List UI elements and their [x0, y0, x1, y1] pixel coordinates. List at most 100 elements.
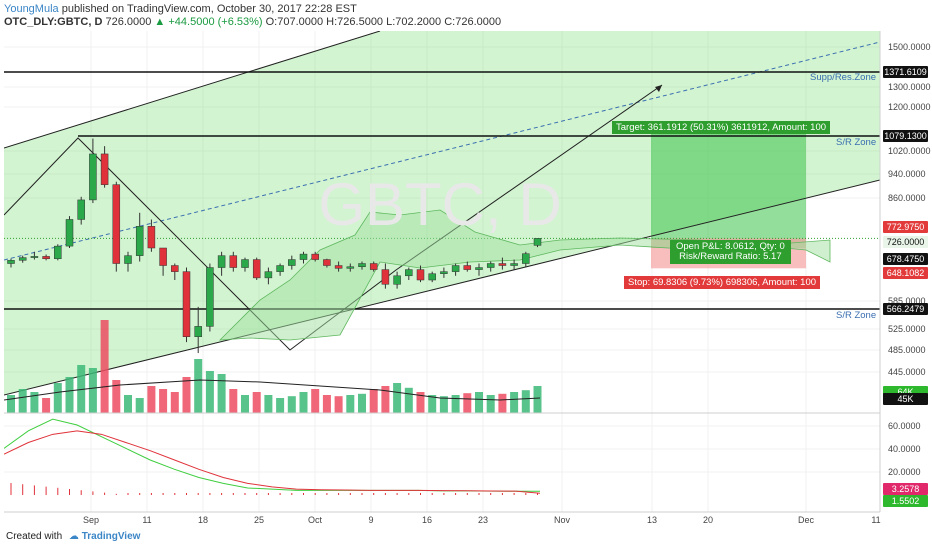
- volume-bar: [194, 359, 203, 413]
- zigzag-line: [4, 84, 663, 351]
- price-tick: 1300.0000: [888, 82, 931, 92]
- channel-bottom-line: [4, 179, 880, 396]
- target-label: Target: 361.1912 (50.31%) 3611912, Amoun…: [612, 121, 831, 134]
- candle-body: [30, 256, 39, 258]
- osc-tag-fast: 1.5502: [883, 495, 928, 507]
- candle-body: [217, 255, 226, 268]
- tradingview-logo[interactable]: ☁ TradingView: [68, 531, 141, 542]
- supp-res-zone-label: Supp/Res.Zone: [810, 72, 877, 83]
- footer: Created with ☁ TradingView: [6, 531, 140, 542]
- time-tick: 20: [702, 515, 714, 525]
- candle-body: [276, 265, 284, 272]
- sr-zone-label-bottom: S/R Zone: [836, 310, 877, 321]
- volume-bar: [428, 395, 437, 413]
- target-zone: [651, 133, 806, 248]
- price-tag-srzone: 1371.6109: [883, 66, 928, 78]
- pnl-text: Open P&L: 8.0612, Qty: 0: [676, 241, 785, 252]
- time-tick: 11: [871, 515, 881, 525]
- candle-body: [475, 267, 483, 270]
- volume-bar: [486, 395, 495, 413]
- volume-bar: [170, 392, 179, 413]
- candle-body: [323, 259, 331, 266]
- volume-bar: [112, 380, 121, 413]
- channel-top-line: [4, 31, 381, 149]
- volume-bars: [4, 320, 542, 413]
- time-tick: 11: [142, 515, 152, 525]
- volume-bar: [510, 392, 519, 413]
- volume-bar: [346, 395, 355, 413]
- price-tag-red: 772.9750: [883, 221, 928, 233]
- candle-body: [241, 259, 249, 268]
- price-tick: 445.0000: [888, 367, 926, 377]
- volume-bar: [147, 386, 156, 413]
- candle-body: [112, 184, 121, 264]
- candle-body: [89, 153, 97, 201]
- volume-bar: [381, 386, 390, 413]
- volume-bar: [334, 396, 343, 413]
- price-tag-last: 726.0000: [883, 236, 928, 248]
- candle-body: [346, 266, 355, 269]
- volume-bar: [229, 389, 238, 413]
- created-with-text: Created with: [6, 531, 63, 542]
- volume-bar: [533, 386, 542, 413]
- candle-body: [42, 256, 50, 260]
- price-tick: 1020.0000: [888, 146, 931, 156]
- price-tick: 940.0000: [888, 169, 926, 179]
- price-tick: 860.0000: [888, 193, 926, 203]
- osc-slow-line: [4, 430, 541, 494]
- candle-body: [381, 269, 390, 285]
- author-link[interactable]: YoungMula: [4, 3, 59, 15]
- price-tick: 1200.0000: [888, 102, 931, 112]
- time-tick: Oct: [307, 515, 323, 525]
- candle-body: [369, 263, 378, 270]
- volume-bar: [287, 396, 296, 413]
- volume-bar: [135, 398, 144, 413]
- time-tick: Nov: [553, 515, 571, 525]
- last-price: 726.0000: [105, 16, 152, 28]
- volume-bar: [416, 392, 425, 413]
- osc-tag-slow: 3.2578: [883, 483, 928, 495]
- volume-bar: [451, 395, 460, 413]
- time-tick: 16: [421, 515, 433, 525]
- candle-body: [522, 253, 530, 264]
- volume-bar: [100, 320, 109, 413]
- chart-header-line1: YoungMula published on TradingView.com, …: [4, 3, 357, 15]
- candle-body: [451, 265, 460, 272]
- candle-body: [18, 257, 27, 261]
- candle-body: [229, 255, 238, 268]
- volume-bar: [205, 371, 214, 413]
- volume-bar: [159, 389, 168, 413]
- volume-bar: [182, 377, 191, 413]
- osc-tick: 40.0000: [888, 444, 921, 454]
- candle-body: [358, 263, 366, 267]
- volume-bar: [252, 392, 261, 413]
- candle-body: [498, 263, 507, 266]
- open-pnl-label: Open P&L: 8.0612, Qty: 0 Risk/Reward Rat…: [670, 240, 791, 264]
- volume-bar: [463, 393, 472, 413]
- candle-body: [334, 265, 343, 269]
- osc-tick: 60.0000: [888, 421, 921, 431]
- candle-body: [182, 271, 191, 337]
- volume-bar: [498, 393, 507, 413]
- rr-text: Risk/Reward Ratio: 5.17: [679, 251, 782, 262]
- time-tick: 13: [646, 515, 658, 525]
- volume-bar: [322, 395, 331, 413]
- channel-mid-line: [4, 41, 880, 261]
- volume-bar: [7, 395, 15, 413]
- candle-body: [124, 255, 132, 264]
- price-tag-entry: 678.4750: [883, 253, 928, 265]
- volume-ma-line: [4, 379, 541, 401]
- volume-bar: [88, 368, 97, 413]
- oscillator: [4, 418, 880, 495]
- time-tick: 9: [368, 515, 374, 525]
- osc-tick: 20.0000: [888, 467, 921, 477]
- candle-body: [533, 238, 542, 246]
- volume-bar: [475, 392, 483, 413]
- candle-body: [54, 245, 62, 260]
- sr-zone-label-top: S/R Zone: [836, 137, 877, 148]
- symbol-label: OTC_DLY:GBTC, D: [4, 16, 103, 28]
- candle-body: [159, 247, 167, 266]
- price-tick: 585.0000: [888, 296, 926, 306]
- volume-bar: [276, 398, 285, 413]
